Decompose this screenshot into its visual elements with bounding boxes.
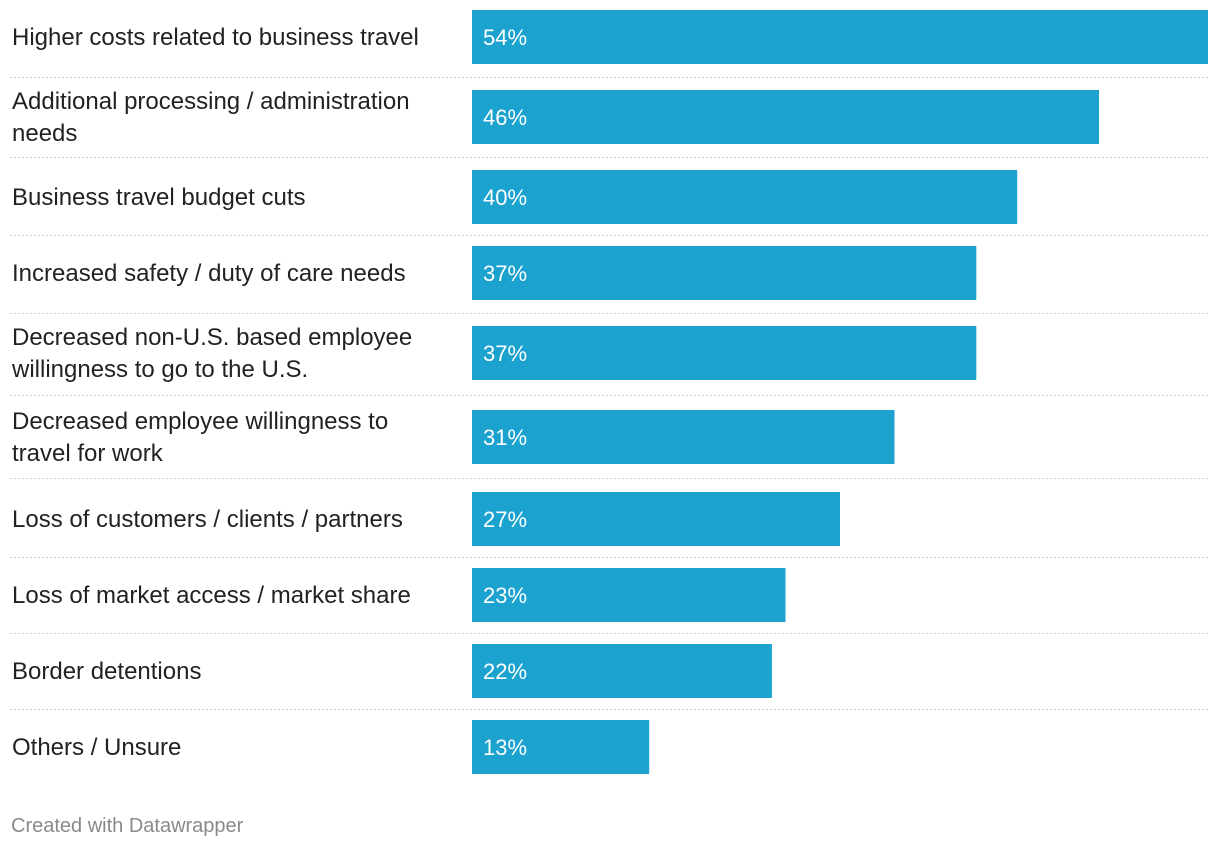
category-label-line: Business travel budget cuts [12, 184, 306, 211]
category-label-line: needs [12, 120, 77, 147]
category-label: Higher costs related to business travel [12, 24, 419, 51]
category-label: Loss of customers / clients / partners [12, 506, 403, 533]
category-label-line: Border detentions [12, 658, 201, 685]
bar-chart: Higher costs related to business travel 5… [10, 10, 1208, 774]
bar-value-label: 40% [483, 185, 527, 210]
category-label-line: travel for work [12, 440, 164, 467]
category-label-line: Higher costs related to business travel [12, 24, 419, 51]
bar-value-label: 27% [483, 507, 527, 532]
category-label: Increased safety / duty of care needs [12, 260, 406, 287]
bar [472, 10, 1208, 64]
category-label-line: Decreased employee willingness to [12, 408, 388, 435]
bar [472, 644, 772, 698]
category-label-line: Loss of customers / clients / partners [12, 506, 403, 533]
bar [472, 492, 840, 546]
bar-value-label: 22% [483, 659, 527, 684]
category-label: Decreased employee willingness to travel … [12, 408, 388, 467]
category-label: Border detentions [12, 658, 201, 685]
category-label-line: Increased safety / duty of care needs [12, 260, 406, 287]
category-label-line: Decreased non-U.S. based employee [12, 324, 412, 351]
bar [472, 720, 650, 774]
bar [472, 246, 977, 300]
bar [472, 568, 786, 622]
bar-value-label: 13% [483, 735, 527, 760]
bar [472, 326, 977, 380]
bar-value-label: 54% [483, 25, 527, 50]
category-label: Business travel budget cuts [12, 184, 306, 211]
category-label: Loss of market access / market share [12, 582, 411, 609]
category-label-line: willingness to go to the U.S. [11, 356, 308, 383]
datawrapper-credit: Created with Datawrapper [11, 815, 244, 837]
category-label: Others / Unsure [12, 734, 181, 761]
bar [472, 90, 1099, 144]
bar-value-label: 23% [483, 583, 527, 608]
category-label: Decreased non-U.S. based employee willing… [11, 324, 412, 383]
bar-value-label: 37% [483, 341, 527, 366]
category-label: Additional processing / administration ne… [12, 88, 410, 147]
category-label-line: Others / Unsure [12, 734, 181, 761]
bar-value-label: 31% [483, 425, 527, 450]
category-label-line: Loss of market access / market share [12, 582, 411, 609]
bar-value-label: 46% [483, 105, 527, 130]
bar [472, 410, 895, 464]
bar-value-label: 37% [483, 261, 527, 286]
category-label-line: Additional processing / administration [12, 88, 410, 115]
bar [472, 170, 1018, 224]
